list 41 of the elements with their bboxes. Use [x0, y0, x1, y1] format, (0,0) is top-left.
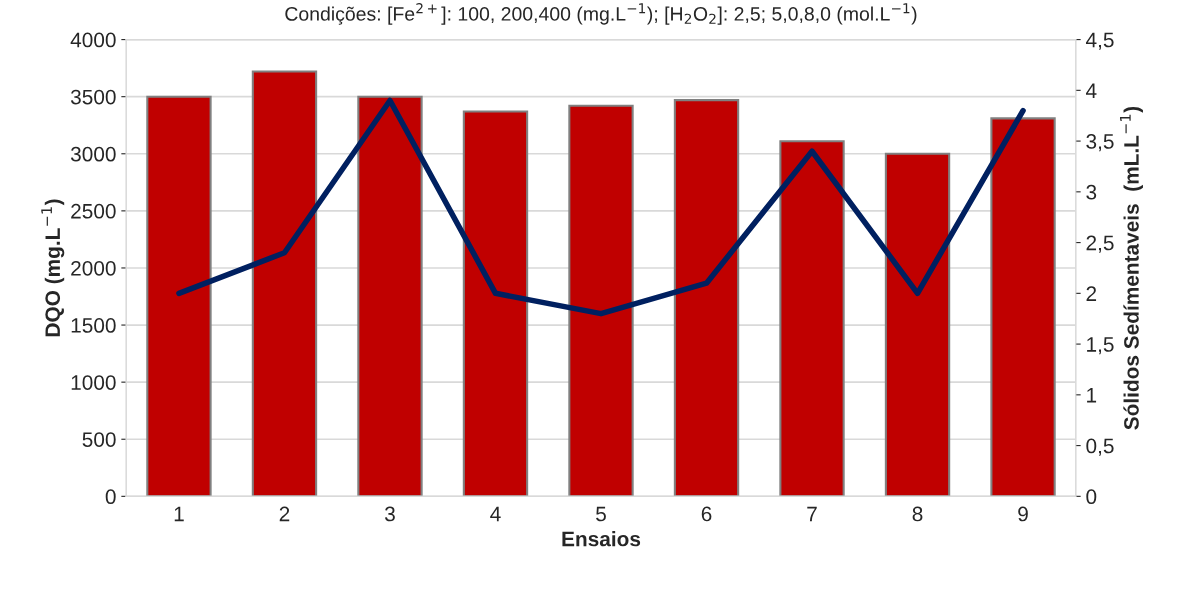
y2-tick-label: 0,5: [1086, 438, 1114, 456]
x-tick-label: 8: [912, 506, 923, 522]
y-tick-label: 3500: [70, 89, 116, 105]
y-tick-label: 2000: [71, 260, 116, 276]
y-tick-label: 4000: [70, 32, 116, 48]
y2-tick-label: 3: [1086, 184, 1097, 200]
bar: [779, 140, 845, 497]
bar: [251, 70, 318, 497]
y-tick-label: 1000: [71, 375, 116, 390]
x-axis-title: Ensaios: [562, 531, 641, 547]
y2-tick-label: 3,5: [1086, 134, 1114, 152]
y-tick-label: 500: [82, 432, 116, 447]
bar: [884, 152, 951, 497]
x-tick-label: 1: [174, 506, 184, 522]
x-tick-label: 5: [596, 506, 606, 522]
y2-tick-label: 2: [1086, 286, 1097, 301]
y2-tick-label: 0: [1086, 489, 1097, 505]
y-tick-label: 1500: [71, 318, 116, 333]
chart-title: Condições: [Fe$^{2+}$]: 100, 200,400 (mg.L$^{−1}$); [H$_{2}$O$_{2}$]: 2,5; 5,0,8,0 (mol.L$^{−1}$): [285, 3, 917, 25]
y2-tick-label: 2,5: [1086, 235, 1114, 253]
x-tick-label: 7: [807, 506, 817, 522]
y-tick-label: 3000: [70, 146, 116, 162]
y2-tick-label: 1,5: [1087, 337, 1114, 355]
y-tick-label: 0: [105, 489, 116, 505]
x-tick-label: 4: [490, 506, 501, 522]
y-tick-label: 2500: [71, 203, 116, 219]
bar: [462, 110, 529, 497]
y-axis-title: DQO (mg.L$^{−1}$): [41, 199, 65, 337]
x-tick-label: 2: [279, 506, 290, 522]
y2-tick-label: 4,5: [1085, 32, 1114, 50]
bar: [357, 95, 423, 497]
y2-tick-label: 4: [1085, 83, 1097, 98]
x-tick-label: 3: [384, 506, 395, 522]
bar: [990, 117, 1056, 497]
bar: [146, 95, 212, 497]
y2-axis-title: Sólidos Sedímentaveis (mL.L$^{−1}$): [1120, 106, 1143, 430]
x-tick-label: 6: [701, 506, 712, 522]
bar: [673, 99, 740, 497]
x-tick-label: 9: [1018, 506, 1028, 522]
y2-tick-label: 1: [1087, 388, 1097, 403]
bar: [568, 104, 634, 497]
